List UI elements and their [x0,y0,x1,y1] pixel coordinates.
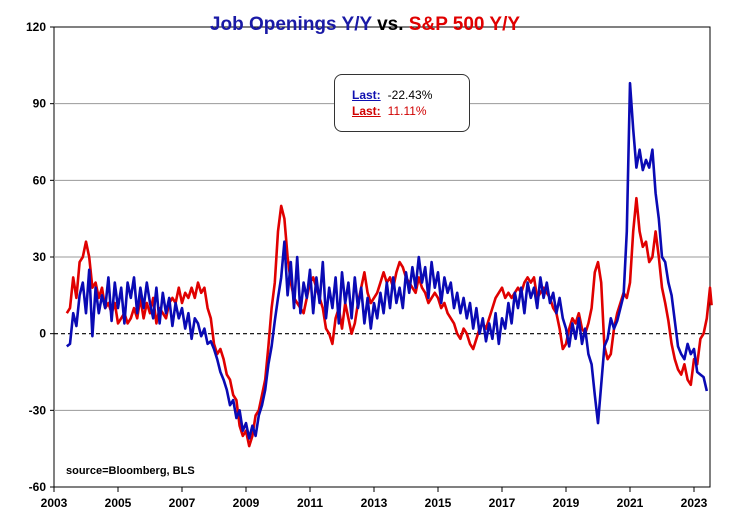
x-tick-label: 2023 [681,496,708,510]
x-tick-label: 2021 [617,496,644,510]
legend-label-sp500: Last: [352,104,381,118]
title-sp500: S&P 500 Y/Y [408,14,521,35]
series-line-job-openings [65,81,709,440]
last-values-box: Last: -22.43% Last: 11.11% [334,74,470,132]
x-tick-label: 2011 [297,496,323,510]
legend-label-job-openings: Last: [352,88,381,102]
title-job-openings: Job Openings Y/Y [209,14,372,35]
y-tick-label: 120 [26,20,46,34]
x-tick-label: 2009 [233,496,260,510]
x-tick-label: 2019 [553,496,580,510]
source-note: source=Bloomberg, BLS [66,465,195,477]
legend-row-sp500: Last: 11.11% [352,104,427,118]
chart-title: Job Openings Y/Y vs. S&P 500 Y/Y [0,14,730,36]
y-tick-label: 0 [39,327,46,341]
x-tick-label: 2013 [361,496,388,510]
title-vs: vs. [371,14,409,35]
y-tick-label: 60 [33,173,47,187]
y-tick-label: 30 [33,250,47,264]
x-tick-label: 2007 [169,496,196,510]
legend-row-job-openings: Last: -22.43% [352,88,432,102]
x-tick-label: 2005 [105,496,132,510]
y-tick-label: 90 [33,97,47,111]
x-tick-label: 2003 [41,496,68,510]
series-line-sp500 [65,196,713,448]
legend-value-sp500: 11.11% [387,104,427,118]
x-tick-label: 2017 [489,496,516,510]
y-tick-label: -30 [29,403,47,417]
x-axis-ticks: 2003 2005 2007 2009 2011 2013 2015 2017 2019 2021… [41,487,708,510]
y-tick-label: -60 [29,480,47,494]
y-axis-ticks: 120 90 60 30 0 -30 -60 [26,20,54,494]
legend-value-job-openings: -22.43% [387,88,433,102]
series-layer [65,81,713,448]
x-tick-label: 2015 [425,496,452,510]
